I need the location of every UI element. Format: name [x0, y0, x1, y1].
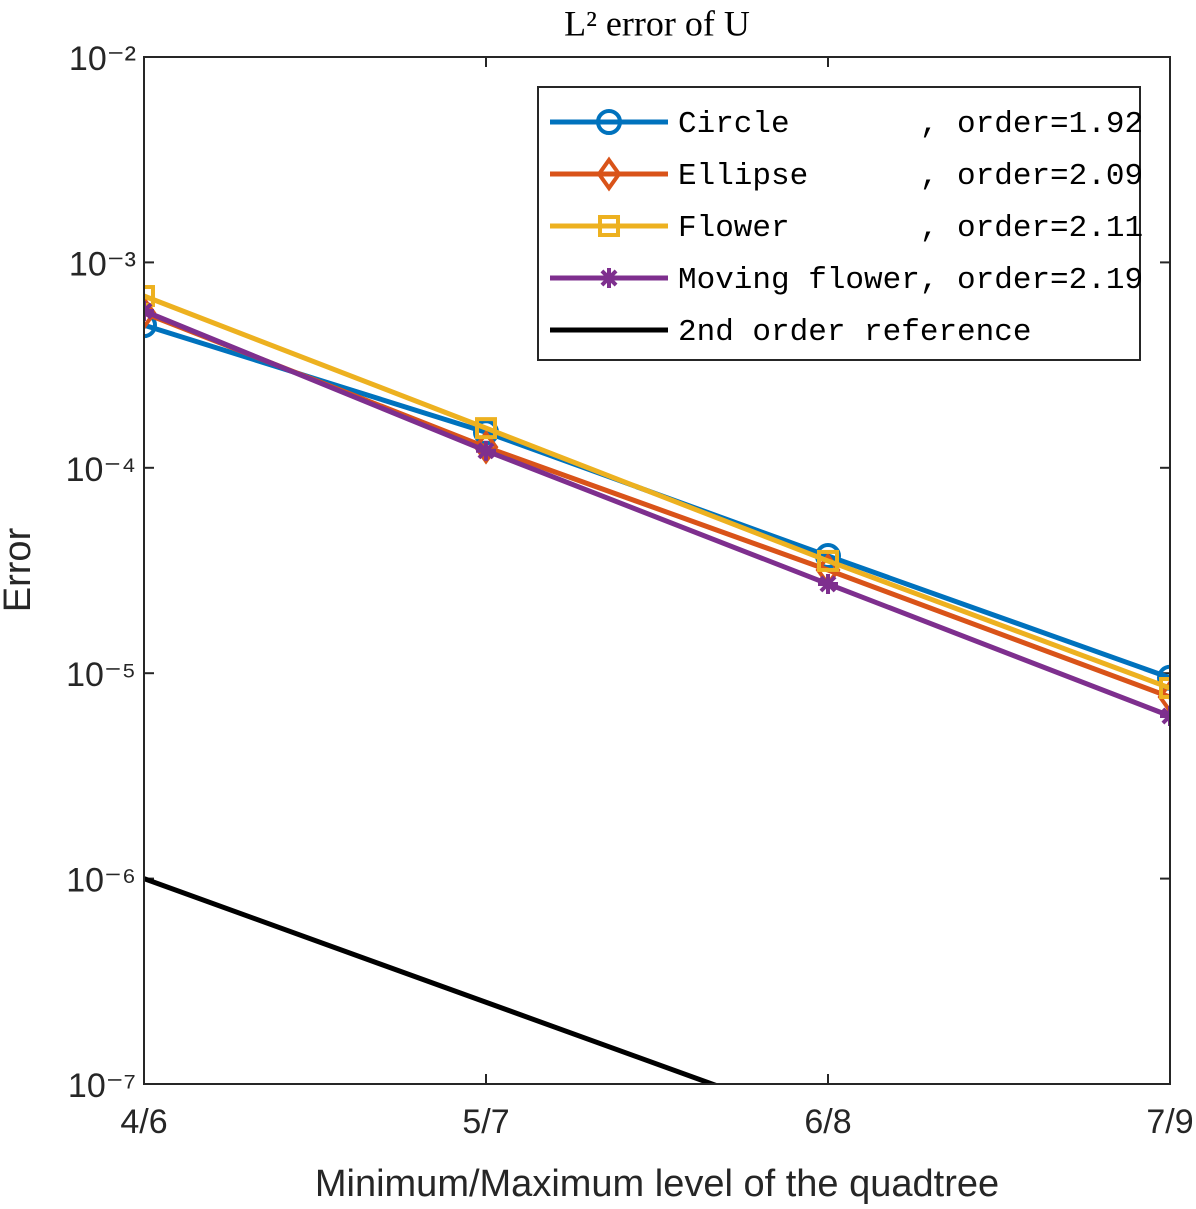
legend-box — [537, 86, 1141, 361]
legend-marker — [598, 215, 620, 237]
series-line — [144, 308, 1170, 719]
legend-label: 2nd order reference — [678, 315, 1031, 350]
legend-label: Moving flower, order=2.19 — [678, 263, 1143, 298]
legend-label: Circle , order=1.92 — [678, 107, 1143, 142]
series-marker — [475, 417, 497, 440]
series-marker — [476, 440, 496, 461]
series-marker — [144, 312, 157, 339]
series-line — [144, 876, 720, 1084]
legend-label: Ellipse , order=2.09 — [678, 159, 1143, 194]
series-marker — [1157, 679, 1170, 715]
series-marker — [817, 549, 839, 572]
y-tick-label: 10⁻⁵ — [66, 656, 136, 694]
x-tick-label: 6/8 — [804, 1103, 851, 1141]
legend-marker — [596, 156, 622, 192]
y-tick-label: 10⁻⁷ — [68, 1067, 136, 1105]
y-axis-label: Error — [0, 527, 39, 612]
series-marker — [473, 429, 499, 465]
x-tick-label: 5/7 — [462, 1103, 509, 1141]
legend-label: Flower , order=2.11 — [678, 211, 1143, 246]
y-tick-label: 10⁻⁶ — [66, 862, 136, 900]
plot-series — [144, 285, 1170, 1084]
legend-marker — [599, 268, 619, 288]
series-marker — [144, 285, 155, 308]
x-tick-label: 7/9 — [1146, 1103, 1193, 1141]
chart-title: L² error of U — [564, 3, 750, 43]
y-tick-label: 10⁻² — [69, 40, 136, 78]
series-marker — [144, 295, 157, 331]
axes-box — [143, 56, 1171, 1085]
legend-marker — [596, 109, 622, 135]
y-tick-label: 10⁻³ — [69, 245, 136, 283]
y-tick-label: 10⁻⁴ — [66, 451, 136, 489]
series-marker — [1159, 677, 1170, 700]
x-tick-label: 4/6 — [120, 1103, 167, 1141]
x-axis-label: Minimum/Maximum level of the quadtree — [315, 1163, 999, 1205]
series-line — [144, 293, 1170, 691]
series-marker — [818, 573, 838, 594]
